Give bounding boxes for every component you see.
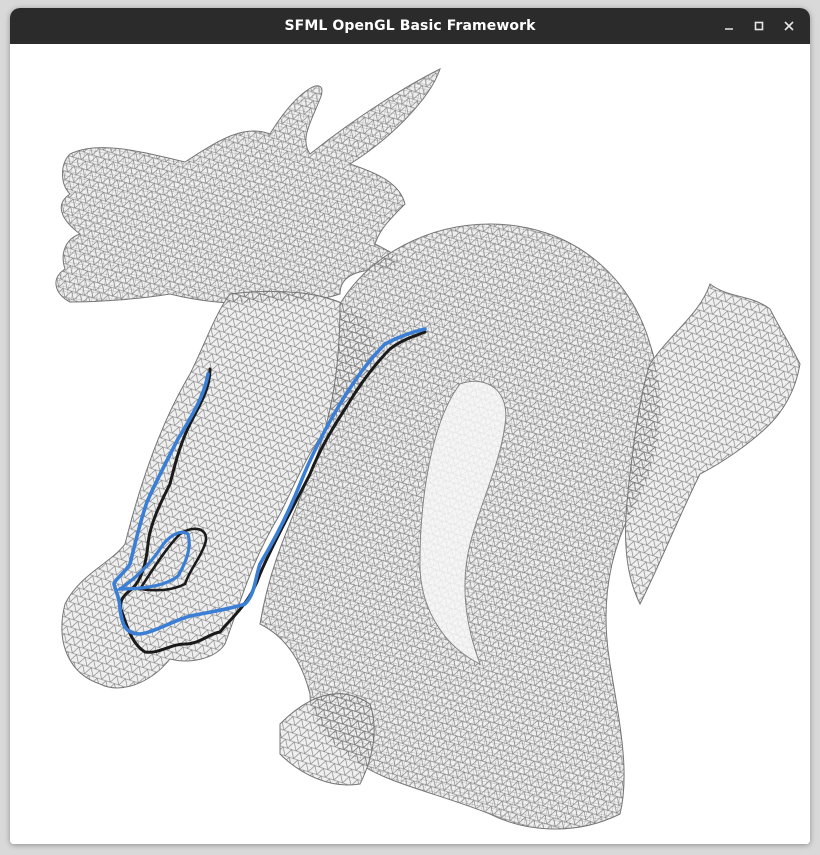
dragon-render	[55, 68, 801, 830]
app-window: SFML OpenGL Basic Framework	[10, 8, 810, 844]
opengl-viewport[interactable]	[10, 44, 810, 844]
minimize-icon[interactable]	[714, 11, 744, 41]
maximize-icon[interactable]	[744, 11, 774, 41]
smoothed-path	[112, 327, 427, 636]
window-controls	[714, 8, 804, 44]
dragon-mesh	[55, 68, 801, 830]
window-title: SFML OpenGL Basic Framework	[284, 18, 536, 34]
computed-path-loop	[137, 527, 208, 592]
smoothed-path-loop	[114, 530, 191, 591]
title-bar[interactable]: SFML OpenGL Basic Framework	[10, 8, 810, 44]
close-icon[interactable]	[774, 11, 804, 41]
computed-path	[118, 330, 427, 654]
